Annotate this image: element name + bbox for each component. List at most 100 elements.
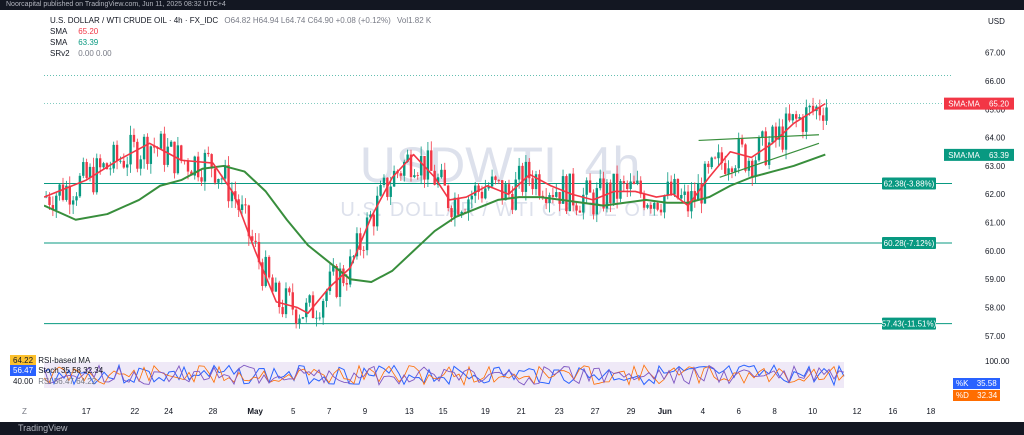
currency-label: USD: [988, 17, 1005, 26]
candle-body: [430, 150, 433, 171]
candle-body: [403, 161, 406, 176]
candle-body: [626, 183, 629, 189]
candle-body: [318, 317, 321, 319]
price-tag-label-box: [944, 148, 984, 161]
candle-body: [355, 233, 359, 257]
candle-body: [298, 318, 301, 324]
indicator-sma-slow[interactable]: SMA 63.39: [50, 38, 98, 47]
candle-body: [240, 204, 244, 211]
y-tick-label: 59.00: [985, 275, 1006, 284]
d-label: %D: [956, 391, 969, 400]
indicator-value: 63.39: [78, 38, 99, 47]
candle-body: [571, 173, 575, 206]
indicator-sma-fast[interactable]: SMA 65.20: [50, 27, 98, 36]
candle-body: [457, 197, 460, 215]
candle-body: [615, 173, 619, 199]
level-label: 60.28(-7.12%): [884, 239, 935, 248]
candle-body: [487, 186, 490, 189]
candle-body: [629, 181, 632, 189]
header-legend: U.S. DOLLAR / WTI CRUDE OIL · 4h · FX_ID…: [50, 16, 431, 25]
candle-body: [61, 184, 65, 200]
candle-body: [294, 309, 298, 324]
candle-body: [734, 168, 737, 172]
x-tick-label: 7: [327, 407, 332, 416]
x-tick-label: 13: [405, 407, 414, 416]
candle-body: [68, 185, 71, 205]
candle-body: [686, 191, 690, 212]
candle-body: [511, 193, 514, 210]
candle-body: [234, 191, 237, 200]
candle-body: [612, 173, 615, 203]
candle-body: [267, 256, 271, 278]
tradingview-logo[interactable]: TradingView: [18, 423, 68, 433]
indicator-label: SMA: [50, 27, 68, 36]
candle-body: [115, 144, 119, 161]
candle-body: [217, 178, 220, 183]
candle-body: [264, 256, 267, 286]
candle-body: [65, 185, 68, 200]
candle-body: [85, 162, 88, 178]
price-chart[interactable]: USDWTI, 4h U.S. DOLLAR / WTI CRUDE OIL 6…: [0, 10, 1024, 422]
indicator-value: 0.00 0.00: [78, 49, 112, 58]
candle-body: [376, 195, 379, 227]
stoch-legend[interactable]: 56.47 Stoch 35.58 32.34: [10, 365, 103, 376]
candle-body: [534, 174, 538, 190]
candle-body: [754, 160, 757, 177]
candle-body: [203, 152, 207, 182]
candle-body: [119, 160, 122, 162]
publisher-bar: Noorcapital published on TradingView.com…: [0, 0, 1024, 10]
candle-body: [639, 180, 642, 195]
candle-body: [163, 133, 166, 165]
watermark-title: USDWTI, 4h: [360, 137, 641, 193]
indicator-srv2[interactable]: SRv2 0.00 0.00: [50, 49, 112, 58]
trend-line[interactable]: [698, 134, 819, 142]
candle-body: [794, 114, 798, 119]
candle-body: [460, 211, 463, 215]
x-tick-label: 17: [82, 407, 91, 416]
candle-body: [301, 317, 305, 319]
candle-body: [798, 116, 801, 119]
candle-body: [727, 168, 730, 174]
rsi-ma-label: RSI-based MA: [38, 356, 91, 365]
candle-body: [713, 157, 717, 159]
oscillator-line: [43, 364, 845, 386]
candle-body: [71, 200, 75, 205]
candle-body: [271, 277, 274, 292]
candle-body: [159, 133, 163, 149]
candle-body: [751, 160, 754, 177]
candle-body: [98, 158, 102, 168]
candle-body: [389, 186, 392, 197]
candle-body: [213, 168, 217, 183]
candle-body: [440, 169, 443, 178]
candle-body: [342, 268, 345, 284]
ohlc-values: O64.82 H64.94 L64.74 C64.90 +0.08 (+0.12…: [224, 16, 391, 25]
trend-line[interactable]: [719, 142, 820, 178]
candle-body: [132, 134, 136, 142]
candle-body: [321, 300, 325, 318]
candle-body: [680, 194, 683, 199]
candle-body: [274, 282, 278, 292]
candle-body: [700, 183, 703, 204]
rsi-ma-legend[interactable]: 64.22 RSI-based MA: [10, 355, 91, 366]
candle-body: [284, 288, 288, 315]
candle-body: [470, 195, 474, 200]
candle-body: [365, 217, 369, 251]
candle-body: [75, 196, 78, 201]
candle-body: [186, 161, 190, 172]
candle-body: [230, 191, 234, 202]
candle-body: [710, 157, 713, 168]
candle-body: [369, 214, 372, 218]
x-tick-label: 16: [888, 407, 897, 416]
candle-body: [484, 188, 487, 199]
candle-body: [602, 178, 605, 209]
candle-body: [568, 173, 571, 212]
sma-fast-line[interactable]: [44, 102, 826, 314]
rsi-legend[interactable]: 40.00 RSI 56.47 64.22: [10, 376, 96, 387]
candle-body: [653, 202, 656, 209]
candle-body: [196, 156, 200, 178]
candle-body: [308, 295, 311, 303]
z-label: Z: [22, 407, 27, 416]
candle-body: [55, 195, 58, 211]
symbol-title[interactable]: U.S. DOLLAR / WTI CRUDE OIL · 4h · FX_ID…: [50, 16, 219, 25]
candle-body: [659, 209, 663, 213]
